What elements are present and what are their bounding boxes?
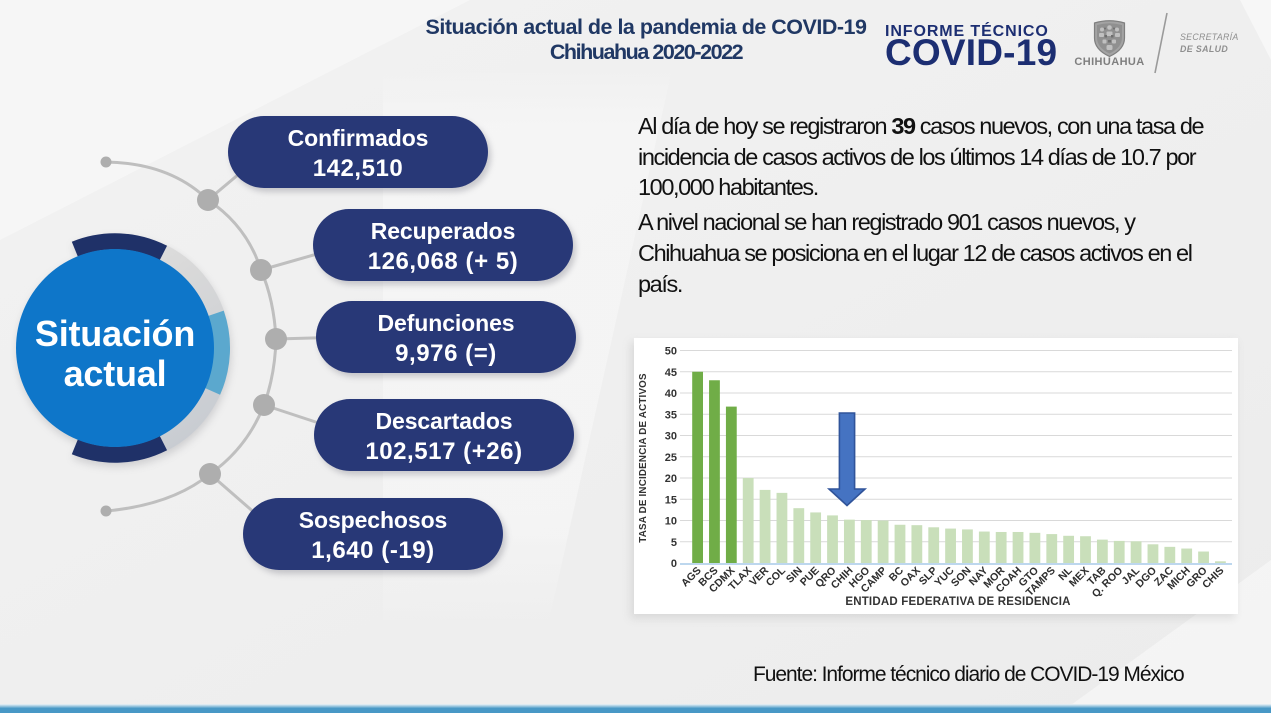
svg-text:ENTIDAD FEDERATIVA DE RESIDENC: ENTIDAD FEDERATIVA DE RESIDENCIA [845,596,1070,608]
svg-text:15: 15 [665,494,677,506]
svg-text:30: 30 [665,431,677,443]
svg-text:TASA DE INCIDENCIA DE ACTIVOS: TASA DE INCIDENCIA DE ACTIVOS [638,373,649,543]
svg-text:40: 40 [665,388,677,400]
svg-text:50: 50 [665,346,677,358]
svg-text:25: 25 [665,452,677,464]
svg-text:20: 20 [665,473,677,485]
svg-text:35: 35 [665,409,677,421]
svg-text:10: 10 [665,516,677,528]
svg-text:5: 5 [671,537,677,549]
svg-text:45: 45 [665,367,677,379]
svg-text:0: 0 [671,558,677,570]
